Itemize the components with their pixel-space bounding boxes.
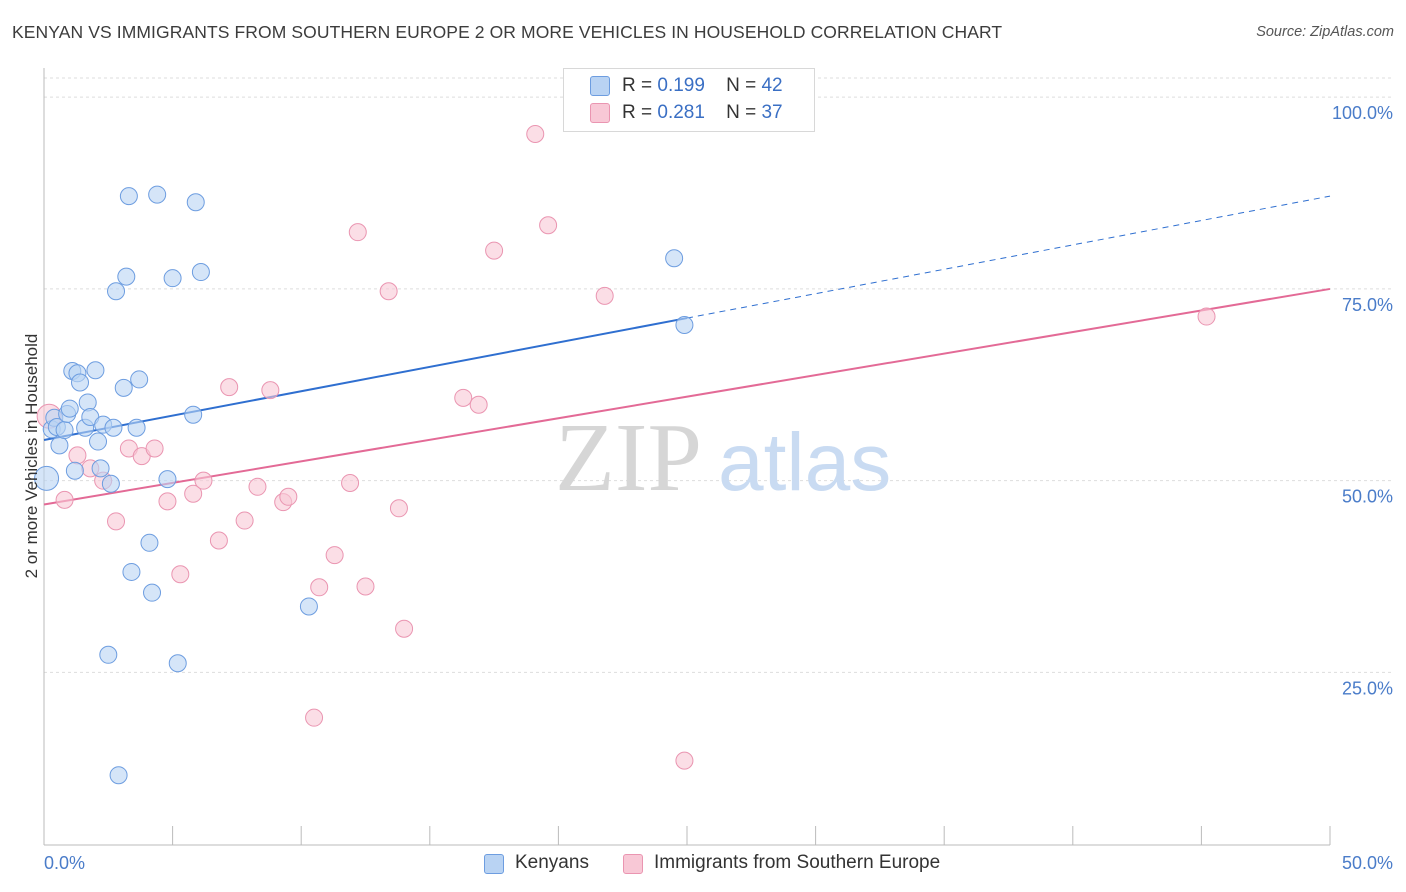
point-southern-europe [485, 241, 504, 260]
point-southern-europe [539, 216, 558, 235]
watermark-atlas: atlas [718, 417, 891, 508]
legend-swatch [623, 854, 643, 874]
point-southern-europe [348, 223, 367, 242]
watermark: ZIP atlas [555, 404, 891, 512]
point-kenyans [114, 378, 133, 397]
point-southern-europe [145, 439, 164, 458]
point-kenyans [130, 370, 149, 389]
source-label: Source: ZipAtlas.com [1256, 24, 1394, 40]
point-southern-europe [184, 484, 203, 503]
y-tick-label: 50.0% [1342, 487, 1393, 507]
y-tick-label: 25.0% [1342, 678, 1393, 698]
point-southern-europe [379, 282, 398, 301]
point-southern-europe [279, 487, 298, 506]
x-tick-label: 0.0% [44, 853, 85, 873]
legend-swatch-kenyans [590, 76, 610, 96]
x-tick-label: 50.0% [1342, 853, 1393, 873]
point-kenyans [122, 562, 141, 581]
point-southern-europe [395, 619, 414, 638]
point-southern-europe [158, 492, 177, 511]
point-kenyans [119, 187, 138, 206]
point-kenyans [143, 583, 162, 602]
legend-stats-southern-europe: R = 0.281 N = 37 [622, 102, 783, 123]
point-kenyans [117, 267, 136, 286]
chart-title: KENYAN VS IMMIGRANTS FROM SOUTHERN EUROP… [12, 22, 1003, 42]
legend-swatch-southern-europe [590, 103, 610, 123]
point-southern-europe [261, 381, 280, 400]
point-kenyans [109, 766, 128, 785]
point-kenyans [99, 645, 118, 664]
point-kenyans [299, 597, 318, 616]
point-southern-europe [454, 388, 473, 407]
point-southern-europe [107, 512, 126, 531]
point-southern-europe [235, 511, 254, 530]
point-southern-europe [325, 546, 344, 565]
point-southern-europe [305, 708, 324, 727]
point-kenyans [184, 405, 203, 424]
point-kenyans [55, 421, 74, 440]
point-southern-europe [55, 490, 74, 509]
point-kenyans [127, 418, 146, 437]
point-southern-europe [171, 565, 190, 584]
point-southern-europe [194, 471, 213, 490]
point-kenyans [89, 432, 108, 451]
point-southern-europe [469, 395, 488, 414]
point-southern-europe [675, 751, 694, 770]
y-tick-label: 75.0% [1342, 295, 1393, 315]
point-southern-europe [595, 286, 614, 305]
y-tick-label: 100.0% [1332, 103, 1393, 123]
point-kenyans [65, 461, 84, 480]
point-kenyans [60, 399, 79, 418]
point-kenyans [675, 315, 694, 334]
legend-stats-kenyans: R = 0.199 N = 42 [622, 75, 783, 96]
point-kenyans [186, 193, 205, 212]
point-southern-europe [341, 473, 360, 492]
point-southern-europe [220, 378, 239, 397]
point-southern-europe [389, 499, 408, 518]
point-southern-europe [310, 578, 329, 597]
trendline-southern-europe [43, 287, 1331, 506]
legend-label: Immigrants from Southern Europe [654, 852, 941, 873]
watermark-zip: ZIP [555, 404, 702, 512]
point-southern-europe [248, 477, 267, 496]
grid-lines [44, 77, 1392, 673]
data-points [34, 124, 1216, 785]
trendline-kenyans-extension [686, 195, 1331, 319]
point-kenyans [34, 465, 60, 491]
axes [43, 68, 1331, 846]
point-kenyans [163, 269, 182, 288]
point-kenyans [91, 459, 110, 478]
tick-labels: 25.0% 50.0% 75.0% 100.0% 0.0% 50.0% [44, 103, 1393, 873]
trendline-kenyans [43, 317, 688, 442]
point-southern-europe [356, 577, 375, 596]
point-kenyans [191, 263, 210, 282]
trend-lines [43, 195, 1331, 506]
point-southern-europe [209, 531, 228, 550]
point-kenyans [158, 470, 177, 489]
legend-swatch [484, 854, 504, 874]
point-southern-europe [526, 124, 545, 143]
point-southern-europe [68, 446, 87, 465]
point-kenyans [107, 282, 126, 301]
correlation-legend: R = 0.199 N = 42 R = 0.281 N = 37 [563, 68, 815, 132]
legend-label: Kenyans [515, 852, 589, 873]
point-kenyans [148, 185, 167, 204]
point-southern-europe [1197, 307, 1216, 326]
point-kenyans [86, 361, 105, 380]
point-kenyans [104, 418, 123, 437]
point-kenyans [168, 654, 187, 673]
point-kenyans [665, 249, 684, 268]
point-kenyans [140, 533, 159, 552]
point-kenyans [101, 474, 120, 493]
series-legend: Kenyans Immigrants from Southern Europe [0, 852, 1406, 876]
y-axis-label: 2 or more Vehicles in Household [22, 334, 41, 579]
point-kenyans [50, 436, 69, 455]
point-kenyans [71, 373, 90, 392]
